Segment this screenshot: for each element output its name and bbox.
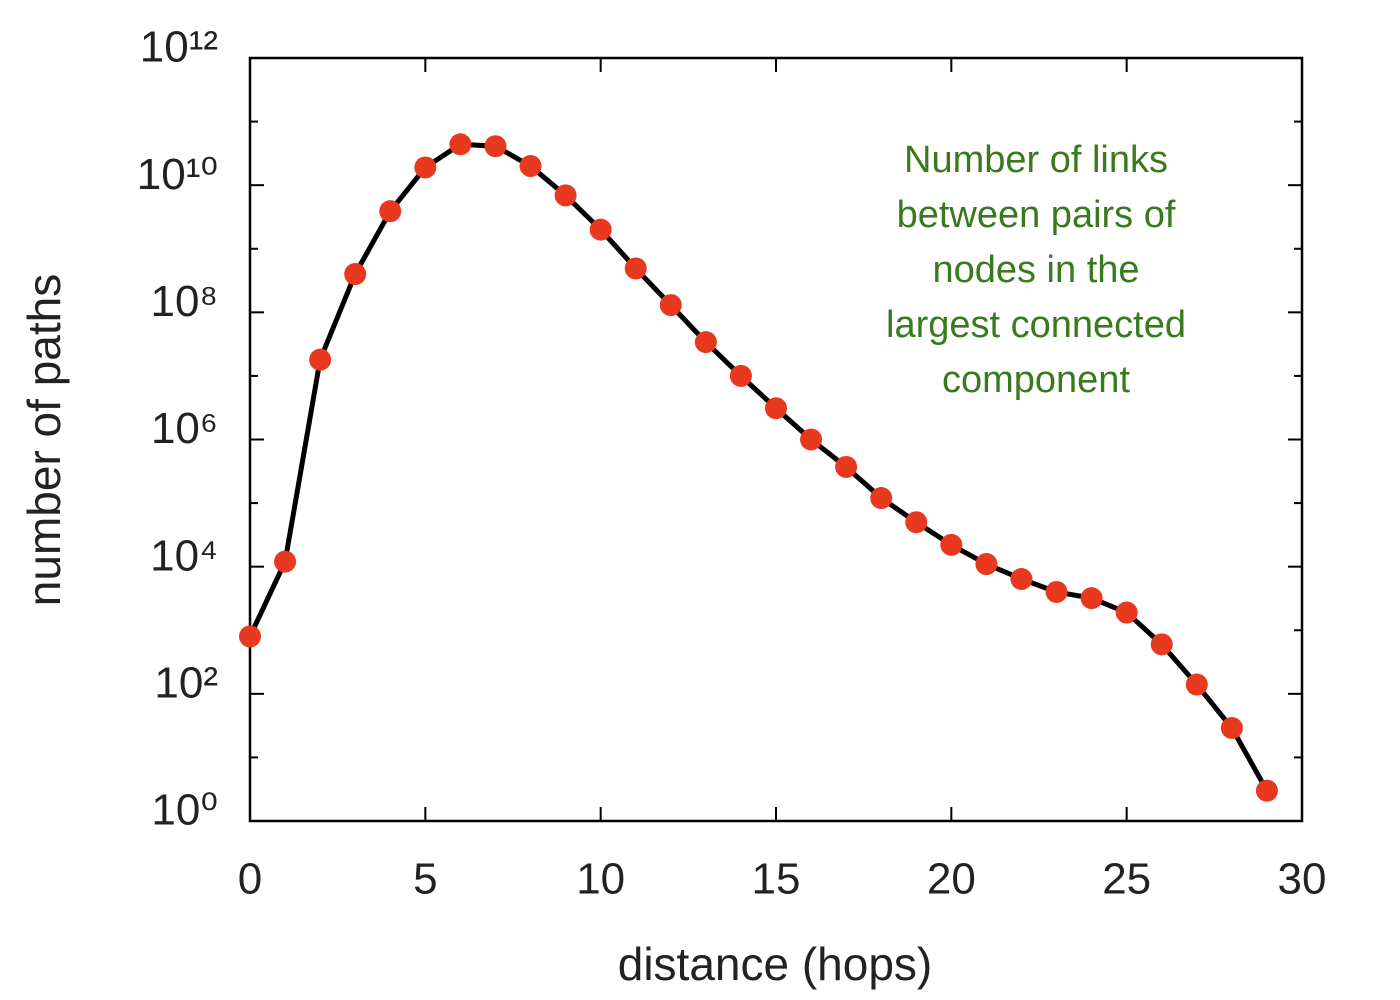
annotation: between pairs of (897, 194, 1176, 236)
x-tick-label: 15 (752, 855, 801, 904)
data-point (729, 364, 752, 387)
y-tick-label: 10⁰ (151, 786, 218, 835)
data-point (1255, 779, 1278, 802)
annotation: Number of links (904, 139, 1168, 181)
data-point (624, 257, 647, 280)
data-point (694, 331, 717, 354)
x-tick-label: 20 (927, 855, 976, 904)
data-point (1220, 717, 1243, 740)
data-point (449, 133, 472, 156)
data-point (1045, 580, 1068, 603)
data-point (1010, 567, 1033, 590)
data-point (975, 553, 998, 576)
x-axis-label: distance (hops) (618, 938, 933, 990)
data-point (554, 184, 577, 207)
data-point (274, 550, 297, 573)
data-point (905, 511, 928, 534)
data-point (1185, 673, 1208, 696)
data-point (379, 200, 402, 223)
series-line (247, 141, 1270, 792)
annotation: largest connected (886, 304, 1186, 346)
data-point (940, 533, 963, 556)
data-point (765, 397, 787, 420)
x-tick-label: 30 (1278, 855, 1327, 904)
data-point (1150, 633, 1173, 656)
y-tick-label: 10² (154, 658, 218, 707)
data-point (870, 487, 893, 510)
data-point (589, 218, 612, 241)
y-axis-label: number of paths (18, 274, 70, 606)
y-tick-label: 10¹⁰ (137, 150, 218, 199)
y-tick-label: 10⁴ (150, 531, 218, 580)
data-point (659, 294, 682, 317)
data-point (1115, 601, 1138, 624)
data-point (239, 625, 261, 648)
data-point (414, 156, 437, 179)
data-point (835, 455, 858, 478)
y-tick-label: 10¹² (140, 23, 218, 72)
x-tick-label: 5 (413, 855, 437, 904)
x-tick-label: 10 (576, 855, 625, 904)
data-point (484, 135, 507, 158)
data-point (519, 155, 542, 178)
annotation: nodes in the (932, 249, 1139, 291)
data-point (309, 348, 332, 371)
data-point (1080, 587, 1103, 610)
x-tick-label: 25 (1102, 855, 1151, 904)
y-tick-label: 10⁸ (150, 277, 218, 326)
y-tick-label: 10⁶ (151, 404, 218, 453)
data-point (344, 263, 367, 286)
data-point (800, 428, 823, 451)
annotation: component (942, 359, 1130, 401)
x-tick-label: 0 (238, 855, 262, 904)
